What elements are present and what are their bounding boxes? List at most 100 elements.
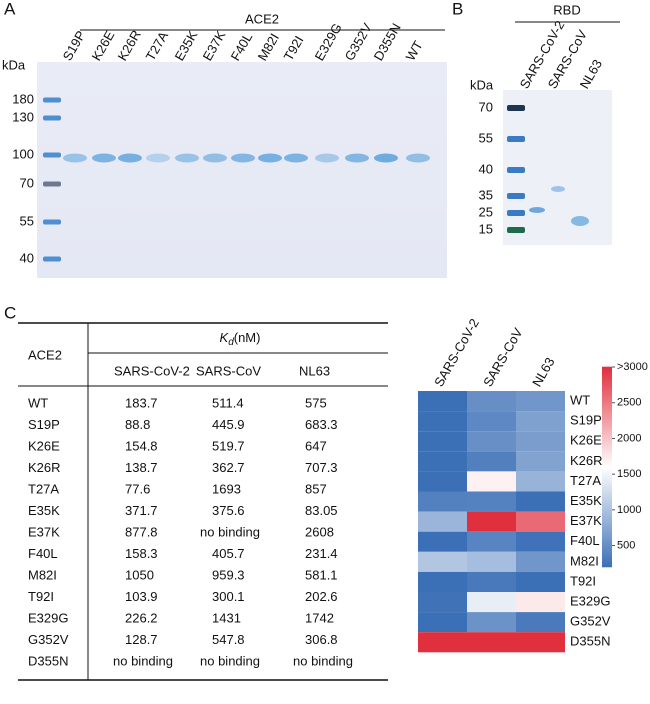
heatmap-cell	[467, 571, 516, 592]
marker-label: 55	[20, 213, 34, 228]
colorbar-segment	[602, 538, 612, 542]
colorbar-segment	[602, 554, 612, 558]
heatmap-cell	[516, 451, 565, 472]
colorbar-segment	[602, 372, 612, 376]
lane-label: E329G	[312, 21, 345, 64]
colorbar-segment	[602, 474, 612, 478]
colorbar-segment	[602, 456, 612, 460]
heatmap-cell	[418, 411, 467, 432]
colorbar-segment	[602, 518, 612, 522]
lane-label: E35K	[172, 28, 201, 63]
heatmap-cell	[418, 551, 467, 572]
heatmap-cell	[418, 491, 467, 512]
colorbar-segment	[602, 408, 612, 412]
colorbar-segment	[602, 472, 612, 476]
row-header: ACE2	[28, 347, 62, 362]
marker-label: 40	[20, 250, 34, 265]
heatmap-row-label: K26E	[570, 433, 602, 448]
marker-label: 55	[479, 130, 493, 145]
ladder-band	[507, 167, 525, 173]
colorbar-segment	[602, 496, 612, 500]
colorbar-segment	[602, 414, 612, 418]
gel-band	[92, 153, 116, 163]
colorbar-segment	[602, 508, 612, 512]
row-label: T27A	[28, 481, 59, 496]
heatmap-row-label: WT	[570, 392, 590, 407]
colorbar-segment	[602, 534, 612, 538]
table-cell: 371.7	[125, 503, 158, 518]
gel-band	[258, 153, 282, 163]
colorbar-segment	[602, 430, 612, 434]
ladder-band	[43, 152, 61, 158]
heatmap-cell	[418, 511, 467, 532]
heatmap-cell	[467, 632, 516, 653]
heatmap-cell	[467, 431, 516, 452]
heatmap-cell	[467, 391, 516, 412]
colorbar-segment	[602, 556, 612, 560]
heatmap-cell	[467, 491, 516, 512]
table-cell: 1431	[212, 610, 241, 625]
table-cell: no binding	[293, 653, 353, 668]
colorbar-segment	[602, 452, 612, 456]
ladder-band	[507, 193, 525, 199]
colorbar-segment	[602, 366, 612, 370]
heatmap-cell	[467, 612, 516, 633]
group-label: ACE2	[245, 11, 279, 26]
gel-band	[315, 153, 339, 163]
colorbar-segment	[602, 528, 612, 532]
table-cell: 128.7	[125, 632, 158, 647]
colorbar-segment	[602, 436, 612, 440]
group-label: RBD	[553, 2, 580, 17]
heatmap-column-label: SARS-CoV	[480, 325, 526, 389]
colorbar-segment	[602, 564, 612, 568]
colorbar-segment	[602, 550, 612, 554]
heatmap-cell	[467, 592, 516, 613]
heatmap-row-label: T92I	[570, 573, 596, 588]
colorbar-segment	[602, 512, 612, 516]
table-cell: 1050	[125, 567, 154, 582]
ladder-band	[507, 227, 525, 233]
heatmap-cell	[418, 592, 467, 613]
heatmap-row-label: M82I	[570, 553, 599, 568]
colorbar-segment	[602, 500, 612, 504]
colorbar-segment	[602, 494, 612, 498]
colorbar-segment	[602, 490, 612, 494]
row-label: E35K	[28, 503, 60, 518]
heatmap-row-label: D355N	[570, 634, 610, 649]
colorbar-label: 2500	[617, 397, 641, 409]
table-cell: 581.1	[305, 567, 338, 582]
colorbar-segment	[602, 544, 612, 548]
colorbar-segment	[602, 410, 612, 414]
colorbar-segment	[602, 476, 612, 480]
heatmap-row-label: F40L	[570, 533, 600, 548]
heatmap-row-label: K26R	[570, 453, 603, 468]
lane-label: M82I	[255, 31, 282, 64]
table-cell: 77.6	[125, 481, 150, 496]
colorbar-segment	[602, 400, 612, 404]
colorbar-segment	[602, 454, 612, 458]
column-header: SARS-CoV	[196, 363, 261, 378]
table-cell: 375.6	[212, 503, 245, 518]
lane-label: K26R	[115, 28, 144, 64]
panel-letter: C	[4, 303, 16, 322]
row-label: M82I	[28, 567, 57, 582]
colorbar-segment	[602, 388, 612, 392]
kd-header: Kd(nM)	[220, 330, 261, 347]
colorbar-segment	[602, 448, 612, 452]
colorbar-segment	[602, 484, 612, 488]
colorbar-segment	[602, 434, 612, 438]
colorbar-segment	[602, 516, 612, 520]
table-cell: 1742	[305, 610, 334, 625]
heatmap-cell	[467, 471, 516, 492]
heatmap-row-label: E329G	[570, 593, 610, 608]
heatmap-row-label: S19P	[570, 413, 602, 428]
table-cell: no binding	[200, 653, 260, 668]
colorbar-segment	[602, 368, 612, 372]
colorbar-segment	[602, 462, 612, 466]
heatmap-column-label: NL63	[529, 355, 558, 389]
marker-label: 130	[12, 109, 34, 124]
heatmap-cell	[516, 551, 565, 572]
heatmap-cell	[516, 612, 565, 633]
